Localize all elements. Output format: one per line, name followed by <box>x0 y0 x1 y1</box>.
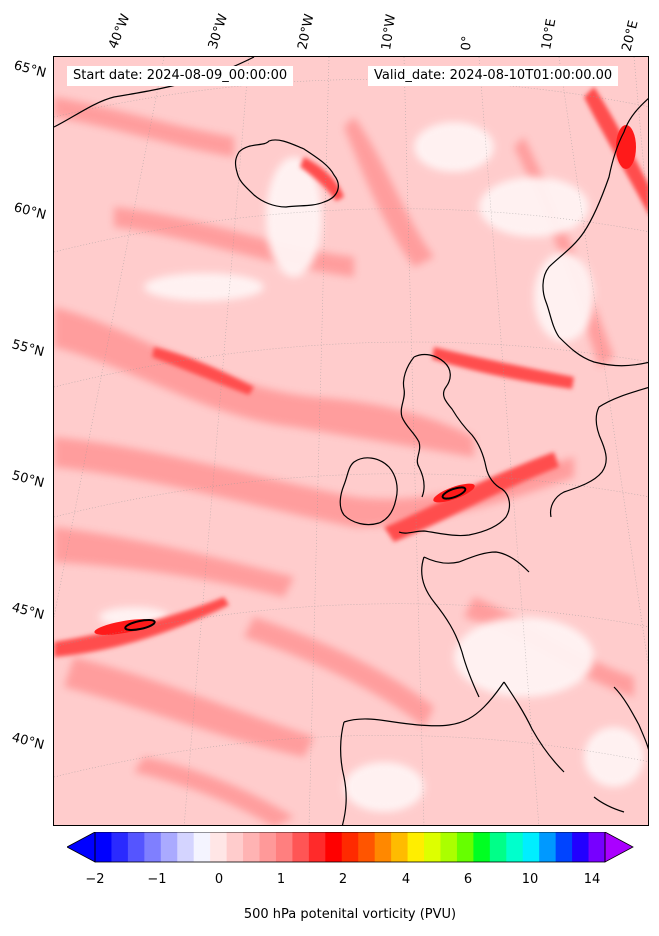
colorbar-cell <box>308 832 326 862</box>
colorbar-cell <box>407 832 425 862</box>
colorbar-cell <box>259 832 277 862</box>
pv-background <box>54 57 648 825</box>
colorbar-cell <box>325 832 343 862</box>
lat-label-55n: 55°N <box>10 337 46 361</box>
colorbar-tick: −1 <box>147 872 167 887</box>
lon-label-40w: 40°W <box>106 12 134 51</box>
colorbar-tick: 14 <box>583 872 601 887</box>
colorbar-cell <box>424 832 441 862</box>
colorbar-tick: −2 <box>85 872 105 887</box>
lat-label-40n: 40°N <box>10 730 46 754</box>
colorbar-cell <box>522 832 540 862</box>
lon-label-0: 0° <box>459 35 476 51</box>
colorbar <box>67 832 634 863</box>
colorbar-cell <box>489 832 507 862</box>
graticule <box>54 57 648 825</box>
colorbar-tick: 1 <box>276 872 286 887</box>
lon-label-30w: 30°W <box>205 12 232 51</box>
pv-map <box>54 57 648 825</box>
colorbar-cell <box>177 832 195 862</box>
start-date-label: Start date: 2024-08-09_00:00:00 <box>67 66 294 86</box>
colorbar-cell <box>144 832 162 862</box>
colorbar-cell <box>506 832 524 862</box>
colorbar-cell <box>275 832 293 862</box>
colorbar-tick: 6 <box>463 872 473 887</box>
colorbar-cell <box>588 832 606 862</box>
colorbar-cell <box>473 832 491 862</box>
lon-label-20w: 20°W <box>295 12 318 51</box>
colorbar-cell <box>210 832 228 862</box>
colorbar-cell <box>539 832 557 862</box>
colorbar-tick: 0 <box>214 872 224 887</box>
colorbar-tick: 4 <box>401 872 411 887</box>
colorbar-tick: 10 <box>521 872 539 887</box>
colorbar-cell <box>572 832 590 862</box>
colorbar-cell <box>95 832 112 862</box>
colorbar-cell <box>358 832 376 862</box>
colorbar-cell <box>391 832 409 862</box>
colorbar-tick: 2 <box>338 872 348 887</box>
colorbar-max-arrow <box>604 832 634 863</box>
lat-label-50n: 50°N <box>10 468 46 492</box>
colorbar-label: 500 hPa potenital vorticity (PVU) <box>243 907 457 922</box>
colorbar-cell <box>160 832 178 862</box>
pv-field-low <box>99 122 644 812</box>
lon-label-20e: 20°E <box>619 19 642 53</box>
coastlines <box>54 57 648 825</box>
colorbar-cell <box>555 832 573 862</box>
colorbar-cell <box>226 832 244 862</box>
lat-label-45n: 45°N <box>10 600 46 624</box>
colorbar-cell <box>111 832 129 862</box>
lon-label-10e: 10°E <box>539 17 560 52</box>
colorbar-min-arrow <box>67 832 96 863</box>
lon-label-10w: 10°W <box>379 13 399 51</box>
colorbar-cell <box>374 832 392 862</box>
colorbar-cell <box>456 832 474 862</box>
lat-label-60n: 60°N <box>12 200 48 224</box>
colorbar-cell <box>292 832 310 862</box>
lat-label-65n: 65°N <box>12 58 48 82</box>
colorbar-cell <box>243 832 261 862</box>
colorbar-cell <box>440 832 458 862</box>
valid-date-label: Valid_date: 2024-08-10T01:00:00.00 <box>368 66 619 86</box>
colorbar-cell <box>341 832 359 862</box>
map-panel[interactable] <box>53 56 649 826</box>
colorbar-cell <box>193 832 211 862</box>
colorbar-cell <box>127 832 145 862</box>
